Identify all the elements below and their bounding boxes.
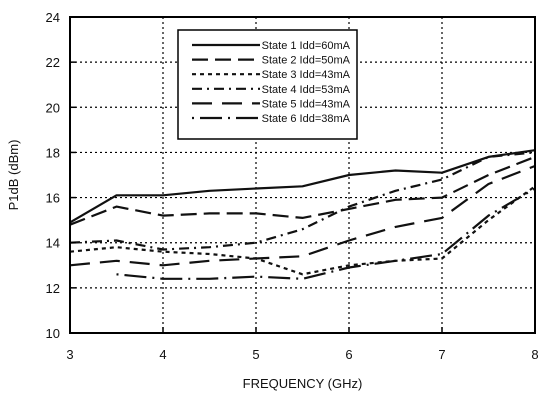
legend: State 1 Idd=60mA State 2 Idd=50mA State 3 …	[177, 29, 358, 140]
axis-ticks: 3 4 5 6 7 8 10 12 14 16 18 20 22 24	[46, 10, 539, 362]
legend-label-state-2: State 2 Idd=50mA	[262, 55, 351, 67]
y-tick-label: 16	[46, 191, 60, 206]
plot-frame	[69, 16, 536, 334]
x-axis-title: FREQUENCY (GHz)	[243, 376, 363, 391]
legend-label-state-5: State 5 Idd=43mA	[262, 98, 351, 110]
y-tick-label: 10	[46, 326, 60, 341]
series-layer	[69, 149, 536, 280]
y-tick-label: 24	[46, 10, 60, 25]
y-tick-label: 12	[46, 281, 60, 296]
x-tick-label: 3	[66, 347, 73, 362]
legend-label-state-6: State 6 Idd=38mA	[262, 113, 351, 125]
series-line-state-5	[69, 164, 536, 267]
y-tick-label: 18	[46, 145, 60, 160]
series-line-state-2	[69, 155, 536, 226]
x-tick-label: 6	[345, 347, 352, 362]
y-tick-label: 22	[46, 55, 60, 70]
legend-label-state-4: State 4 Idd=53mA	[262, 84, 351, 96]
legend-box	[177, 29, 358, 140]
y-axis-title: P1dB (dBm)	[6, 140, 21, 211]
series-line-state-4	[69, 151, 536, 251]
y-tick-label: 20	[46, 100, 60, 115]
legend-label-state-1: State 1 Idd=60mA	[262, 40, 351, 52]
legend-label-state-3: State 3 Idd=43mA	[262, 69, 351, 81]
x-tick-label: 8	[531, 347, 538, 362]
series-line-state-3	[69, 185, 536, 276]
y-tick-label: 14	[46, 236, 60, 251]
x-tick-label: 7	[438, 347, 445, 362]
x-tick-label: 4	[159, 347, 166, 362]
series-line-state-1	[69, 149, 536, 224]
x-tick-label: 5	[252, 347, 259, 362]
